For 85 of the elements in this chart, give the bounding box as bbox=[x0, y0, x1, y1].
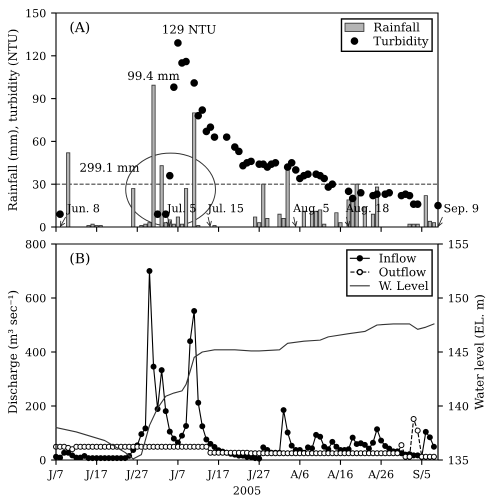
y-tick-label: 60 bbox=[32, 137, 46, 146]
y-tick-label: 800 bbox=[26, 240, 46, 248]
point bbox=[344, 188, 352, 196]
point bbox=[288, 159, 296, 167]
point bbox=[174, 39, 182, 47]
bar bbox=[334, 212, 338, 227]
annotation: Jul. 15 bbox=[206, 204, 244, 214]
point bbox=[272, 159, 280, 167]
y-tick-label: 150 bbox=[26, 8, 46, 18]
bar bbox=[286, 170, 290, 227]
x-tick-label: J/27 bbox=[125, 470, 148, 480]
point bbox=[373, 190, 381, 198]
legend-label: W. Level bbox=[378, 281, 428, 290]
point bbox=[292, 166, 300, 174]
annotation: (B) bbox=[70, 252, 90, 266]
point bbox=[320, 174, 328, 182]
bar bbox=[277, 214, 282, 227]
y-axis-title: Rainfall (mm), turbidity (NTU) bbox=[8, 30, 20, 211]
y-tick-label: 90 bbox=[32, 94, 46, 103]
point bbox=[304, 170, 312, 178]
y-tick-label: 120 bbox=[26, 52, 46, 60]
x-tick-label: A/26 bbox=[368, 470, 394, 480]
x-tick-label: S/5 bbox=[413, 470, 430, 480]
bar bbox=[90, 224, 95, 227]
y-tick-label: 0 bbox=[40, 456, 46, 464]
y2-tick-label: 140 bbox=[449, 402, 468, 410]
point bbox=[170, 83, 178, 91]
y2-tick-label: 150 bbox=[449, 294, 468, 302]
x-tick-label: J/17 bbox=[84, 470, 107, 480]
point bbox=[182, 58, 190, 66]
x-tick-label: J/7 bbox=[47, 470, 63, 480]
point bbox=[194, 112, 202, 120]
point bbox=[356, 188, 365, 197]
y-tick-label: 30 bbox=[32, 180, 46, 189]
point bbox=[235, 148, 243, 156]
y-tick-label: 400 bbox=[25, 348, 46, 356]
y-tick-label: 0 bbox=[40, 222, 46, 232]
text: Sep. 9 bbox=[444, 204, 478, 214]
point bbox=[154, 210, 162, 218]
legend-label: Turbidity bbox=[373, 36, 429, 48]
point bbox=[222, 133, 230, 141]
point bbox=[406, 192, 414, 200]
y-tick-label: 200 bbox=[26, 402, 46, 410]
y2-tick-label: 145 bbox=[449, 348, 468, 356]
bar bbox=[318, 209, 322, 227]
point bbox=[198, 106, 206, 114]
bar bbox=[261, 184, 266, 227]
x-tick-label: J/17 bbox=[206, 470, 229, 480]
bar bbox=[412, 224, 416, 227]
x-tick-label: A/6 bbox=[290, 470, 309, 480]
point bbox=[190, 79, 198, 87]
point bbox=[206, 123, 214, 131]
bar bbox=[416, 224, 420, 227]
bar bbox=[253, 216, 258, 227]
x-tick-label: J/27 bbox=[247, 470, 270, 480]
legend-label: Outflow bbox=[379, 267, 426, 276]
legend-label: Rainfall bbox=[374, 22, 420, 32]
x-tick-label: J/7 bbox=[169, 470, 185, 480]
annotation: Aug. 5 bbox=[293, 204, 329, 214]
point bbox=[385, 188, 394, 197]
point bbox=[56, 210, 64, 218]
bar bbox=[424, 195, 428, 227]
bar bbox=[408, 224, 412, 227]
bar bbox=[176, 216, 180, 227]
y-tick-label: 600 bbox=[26, 294, 46, 302]
point bbox=[348, 194, 356, 202]
point bbox=[231, 143, 239, 151]
x-axis-title: 2005 bbox=[234, 486, 260, 495]
bar bbox=[143, 224, 148, 227]
annotation: (A) bbox=[70, 22, 90, 34]
point bbox=[166, 172, 174, 180]
y2-tick-label: 135 bbox=[449, 456, 468, 464]
point bbox=[434, 202, 442, 210]
line-series bbox=[55, 323, 434, 460]
y-axis-title: Discharge (m³ sec⁻¹) bbox=[8, 290, 20, 414]
x-tick-label: A/16 bbox=[327, 470, 353, 480]
point bbox=[247, 158, 255, 166]
y2-axis-title: Water level (EL. m) bbox=[474, 295, 486, 410]
legend-label: Inflow bbox=[379, 253, 416, 263]
point bbox=[210, 133, 218, 141]
annotation: 129 NTU bbox=[163, 24, 216, 34]
point bbox=[328, 180, 336, 188]
annotation: 99.4 mm bbox=[128, 71, 180, 80]
point bbox=[202, 128, 210, 136]
y2-tick-label: 155 bbox=[449, 240, 468, 248]
